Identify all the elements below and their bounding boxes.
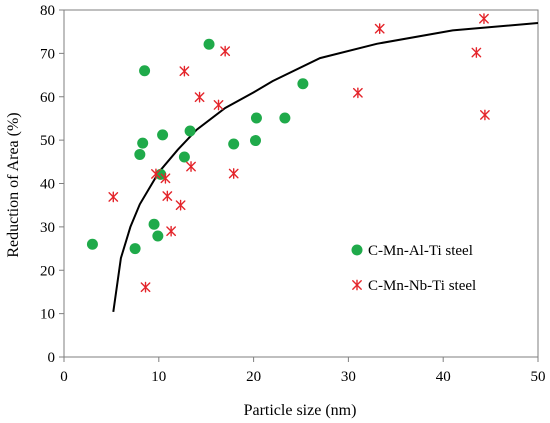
legend: C-Mn-Al-Ti steel C-Mn-Nb-Ti steel (351, 243, 476, 294)
legend-marker-asterisk (352, 279, 362, 291)
y-axis-title: Reduction of Area (%) (5, 112, 22, 257)
y-tick-label: 50 (40, 133, 55, 149)
data-point-circle (279, 112, 291, 124)
data-point-circle (129, 243, 141, 255)
data-point-asterisk (480, 109, 490, 121)
data-point-asterisk (186, 161, 196, 172)
data-point-circle (137, 137, 149, 149)
trend-line-group (112, 22, 539, 313)
data-point-circle (152, 230, 164, 242)
data-point-asterisk (220, 45, 231, 57)
data-point-circle (203, 38, 215, 50)
data-point-asterisk (175, 199, 186, 211)
x-tick-label: 50 (531, 369, 546, 385)
y-tick-label: 30 (40, 220, 55, 236)
x-tick-label: 10 (151, 369, 166, 385)
axes: 0 10 20 30 40 50 0 10 20 30 40 50 60 70 80 (40, 3, 546, 385)
data-point-asterisk (151, 168, 161, 180)
y-tick-label: 0 (48, 350, 56, 366)
data-point-circle (250, 112, 262, 124)
data-point-asterisk (228, 168, 239, 179)
data-point-asterisk (374, 23, 385, 35)
data-point-circle (249, 135, 261, 147)
data-point-circle (86, 238, 98, 250)
x-tick-label: 20 (246, 369, 261, 385)
y-tick-label: 60 (40, 90, 55, 106)
x-tick-label: 0 (60, 369, 68, 385)
series-2-points (108, 13, 490, 293)
y-tick-label: 40 (40, 177, 55, 193)
plot-frame (63, 9, 539, 358)
data-point-asterisk (162, 190, 173, 202)
data-point-asterisk (479, 13, 489, 25)
series-1-points (86, 38, 309, 255)
x-tick-label: 40 (436, 369, 451, 385)
legend-label: C-Mn-Al-Ti steel (368, 243, 473, 259)
data-point-asterisk (140, 281, 151, 293)
data-point-circle (178, 151, 190, 163)
x-axis-title: Particle size (nm) (244, 402, 357, 419)
legend-label: C-Mn-Nb-Ti steel (368, 278, 476, 294)
data-point-asterisk (213, 99, 224, 111)
data-point-asterisk (179, 65, 190, 77)
data-point-asterisk (471, 47, 482, 58)
legend-marker-circle (351, 244, 363, 256)
trend-line (112, 22, 539, 313)
data-point-circle (184, 125, 196, 137)
data-point-circle (228, 138, 240, 150)
data-point-circle (297, 78, 309, 90)
data-point-asterisk (194, 91, 205, 103)
data-point-circle (134, 148, 146, 160)
data-points (86, 13, 490, 293)
data-point-circle (139, 65, 151, 77)
data-point-asterisk (160, 172, 171, 184)
y-tick-label: 10 (40, 307, 55, 323)
data-point-circle (157, 129, 169, 141)
data-point-asterisk (108, 191, 119, 203)
data-point-asterisk (166, 225, 177, 237)
data-point-asterisk (352, 87, 363, 99)
y-tick-label: 20 (40, 263, 55, 279)
x-tick-label: 30 (341, 369, 356, 385)
data-point-circle (148, 218, 160, 230)
y-tick-label: 80 (40, 3, 55, 19)
y-tick-label: 70 (40, 46, 55, 62)
